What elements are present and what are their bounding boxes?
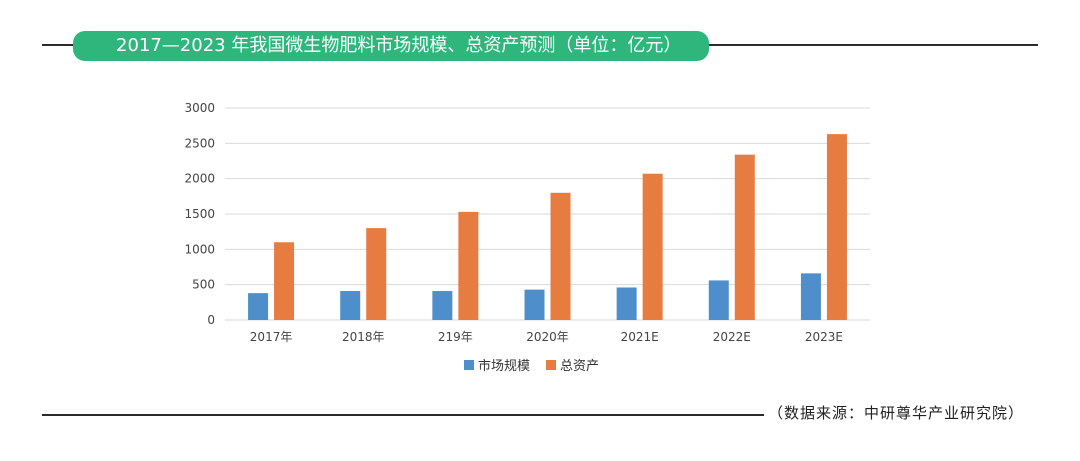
- bar-total-assets: [274, 242, 295, 320]
- y-tick-label: 2500: [184, 136, 215, 150]
- x-axis-ticks: 2017年 2018年 219年 2020年 2021E 2022E 2023E: [250, 330, 843, 344]
- bar-total-assets: [366, 228, 387, 320]
- y-tick-label: 3000: [184, 101, 215, 115]
- bar-market-size: [432, 291, 453, 320]
- header-rule-left: [42, 44, 74, 46]
- x-tick-label: 2023E: [805, 330, 843, 344]
- y-tick-label: 0: [207, 313, 215, 327]
- x-tick-label: 2020年: [526, 330, 569, 344]
- y-tick-label: 500: [192, 278, 215, 292]
- bar-market-size: [616, 287, 637, 320]
- x-tick-label: 2017年: [250, 330, 293, 344]
- legend-label-market-size: 市场规模: [478, 358, 530, 374]
- footer-rule: [42, 414, 764, 416]
- bar-market-size: [800, 273, 821, 320]
- bar-market-size: [340, 291, 361, 320]
- bars: [248, 134, 847, 320]
- bar-total-assets: [642, 173, 663, 320]
- legend-label-total-assets: 总资产: [560, 359, 599, 374]
- header-rule-right: [708, 44, 1038, 46]
- x-tick-label: 219年: [438, 330, 473, 344]
- legend: 市场规模 总资产: [464, 358, 599, 374]
- y-tick-label: 2000: [184, 172, 215, 186]
- x-tick-label: 2021E: [621, 330, 659, 344]
- data-source-note: （数据来源：中研尊华产业研究院）: [768, 404, 1025, 422]
- bar-market-size: [248, 293, 269, 320]
- legend-swatch-market-size: [464, 360, 474, 370]
- grid-lines: [225, 107, 870, 321]
- bar-total-assets: [734, 154, 755, 320]
- y-tick-label: 1000: [184, 242, 215, 256]
- bar-market-size: [708, 280, 729, 320]
- chart-title: 2017—2023 年我国微生物肥料市场规模、总资产预测（单位：亿元）: [73, 31, 709, 61]
- y-axis-ticks: 0 500 1000 1500 2000 2500 3000: [184, 101, 215, 327]
- bar-market-size: [524, 289, 545, 320]
- bar-total-assets: [826, 134, 847, 320]
- bar-total-assets: [458, 211, 479, 320]
- y-tick-label: 1500: [184, 207, 215, 221]
- x-tick-label: 2018年: [342, 330, 385, 344]
- x-tick-label: 2022E: [713, 330, 751, 344]
- legend-swatch-total-assets: [546, 360, 556, 370]
- bar-total-assets: [550, 192, 571, 320]
